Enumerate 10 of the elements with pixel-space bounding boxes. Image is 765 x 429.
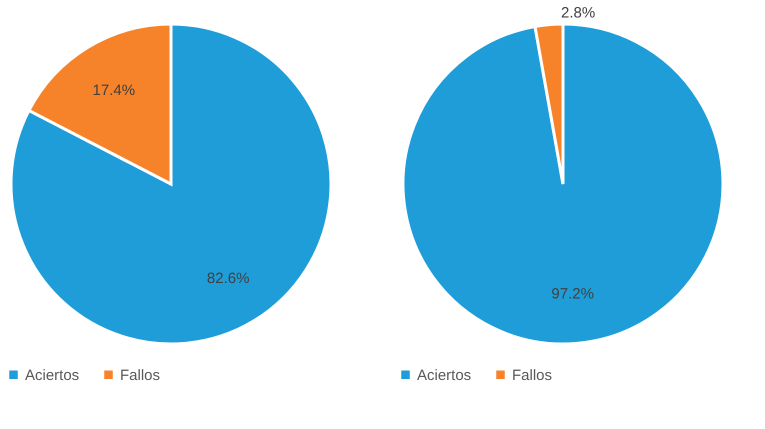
pie-slice <box>10 22 332 346</box>
legend-label: Fallos <box>512 366 552 384</box>
data-label: 17.4% <box>92 82 136 100</box>
data-label: 2.8% <box>561 4 596 22</box>
data-label: 82.6% <box>206 270 250 287</box>
data-label: 97.2% <box>551 286 594 303</box>
legend-label: Aciertos <box>417 366 472 384</box>
legend-label: Fallos <box>120 366 160 384</box>
legend-label: Aciertos <box>25 366 80 384</box>
pie-slice <box>402 22 724 346</box>
